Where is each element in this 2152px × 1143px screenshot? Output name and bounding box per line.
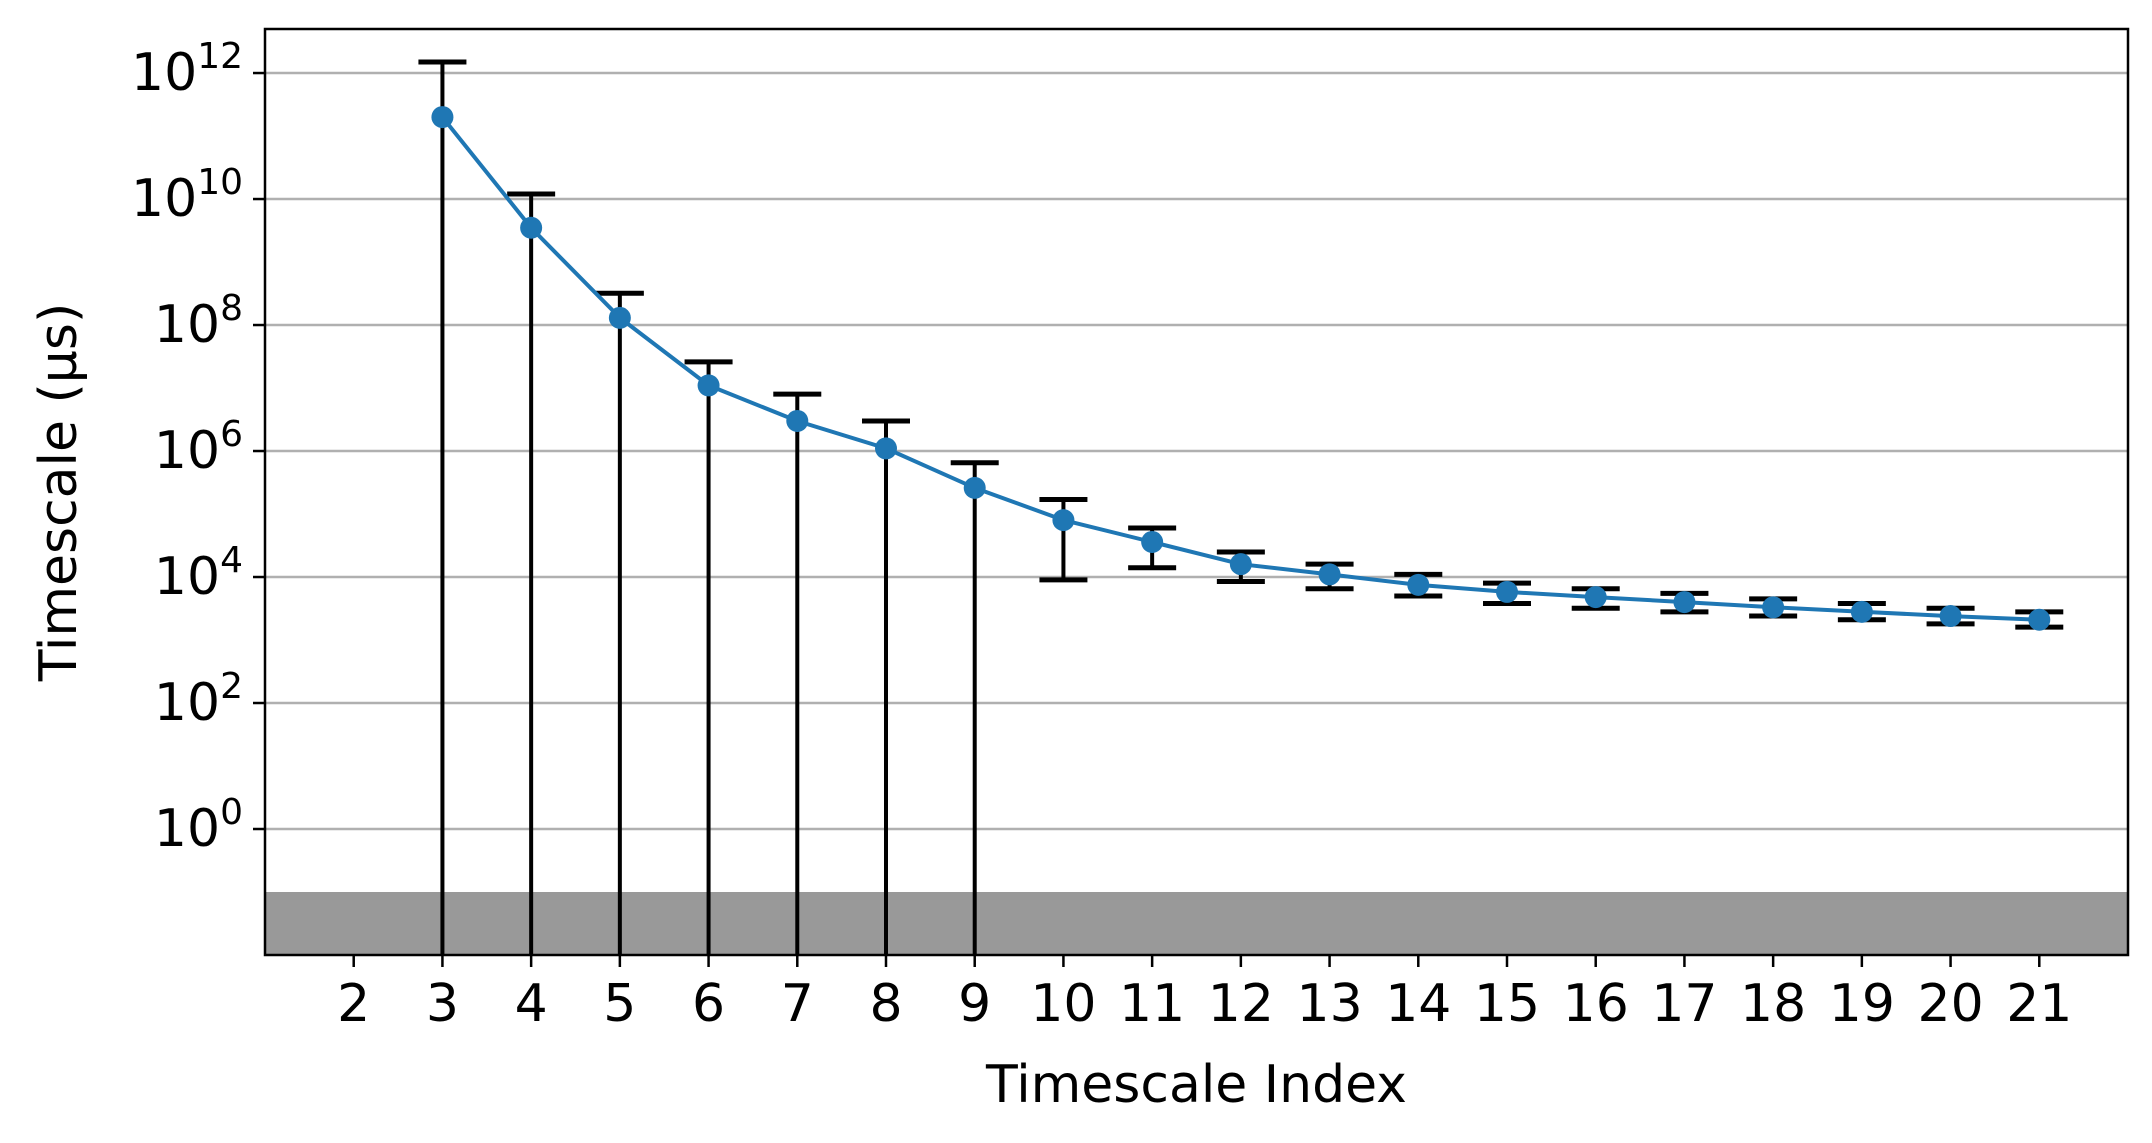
data-point — [1318, 563, 1341, 586]
data-point — [1496, 580, 1518, 603]
x-tick-label: 11 — [1119, 974, 1185, 1034]
x-tick-label: 9 — [958, 974, 991, 1034]
data-point — [1229, 553, 1252, 576]
x-tick-label: 12 — [1208, 974, 1274, 1034]
data-point — [1407, 573, 1430, 596]
x-tick-label: 21 — [2006, 974, 2072, 1034]
x-tick-label: 14 — [1385, 974, 1451, 1034]
x-tick-label: 6 — [692, 974, 725, 1034]
data-point — [1850, 600, 1873, 623]
y-tick-base: 10 — [154, 547, 220, 607]
x-tick-label: 10 — [1030, 974, 1096, 1034]
y-tick-exponent: 2 — [220, 666, 243, 707]
data-point — [1673, 591, 1696, 614]
x-axis-title: Timescale Index — [985, 1055, 1407, 1115]
y-tick-label: 100 — [154, 792, 243, 859]
data-point — [697, 374, 720, 397]
y-tick-exponent: 8 — [220, 288, 243, 329]
y-tick-exponent: 6 — [220, 414, 243, 455]
data-point — [2028, 608, 2051, 631]
shaded-region-layer — [265, 892, 2128, 955]
data-point — [1052, 509, 1075, 532]
y-tick-base: 10 — [154, 673, 220, 733]
y-tick-exponent: 10 — [197, 162, 243, 203]
series-line — [440, 115, 2040, 622]
x-tick-label: 17 — [1651, 974, 1717, 1034]
data-point — [1762, 596, 1785, 619]
data-point — [608, 306, 631, 329]
data-point — [875, 437, 897, 460]
x-tick-label: 2 — [337, 974, 370, 1034]
x-tick-label: 7 — [781, 974, 814, 1034]
data-point — [786, 409, 809, 432]
y-tick-exponent: 12 — [197, 36, 243, 77]
gridlines — [265, 71, 2128, 831]
y-tick-base: 10 — [154, 421, 220, 481]
y-tick-label: 108 — [154, 288, 243, 355]
data-point — [1584, 586, 1607, 609]
y-tick-base: 10 — [154, 799, 220, 859]
data-points — [431, 106, 2051, 631]
y-tick-label: 106 — [154, 414, 243, 481]
y-tick-base: 10 — [131, 169, 197, 229]
y-tick-exponent: 0 — [220, 792, 243, 833]
x-tick-label: 16 — [1563, 974, 1629, 1034]
x-tick-label: 18 — [1740, 974, 1806, 1034]
y-axis-title: Timescale (μs) — [29, 303, 89, 683]
x-tick-label: 15 — [1474, 974, 1540, 1034]
y-tick-base: 10 — [131, 43, 197, 103]
x-tick-label: 3 — [426, 974, 459, 1034]
y-tick-label: 102 — [154, 666, 243, 733]
y-tick-label: 104 — [154, 540, 243, 607]
data-point — [1939, 605, 1962, 628]
y-tick-label: 1012 — [131, 36, 243, 103]
shaded-region — [265, 892, 2128, 955]
x-tick-label: 19 — [1829, 974, 1895, 1034]
x-tick-label: 13 — [1296, 974, 1362, 1034]
plot-frame — [263, 27, 2130, 957]
series-line-layer — [440, 115, 2040, 622]
data-point — [1141, 530, 1164, 553]
data-point — [520, 216, 543, 239]
y-tick-exponent: 4 — [220, 540, 243, 581]
data-point — [963, 476, 986, 499]
error-bars — [418, 59, 2064, 955]
y-tick-base: 10 — [154, 295, 220, 355]
x-tick-label: 8 — [869, 974, 902, 1034]
x-tick-label: 20 — [1917, 974, 1983, 1034]
x-tick-label: 4 — [515, 974, 548, 1034]
y-tick-label: 1010 — [131, 162, 243, 229]
x-tick-label: 5 — [603, 974, 636, 1034]
data-point — [431, 106, 454, 129]
x-ticks: 2 3 4 5 6 7 8 9 10 11 12 13 14 15 16 17 18 19 20 21 — [337, 955, 2072, 1034]
